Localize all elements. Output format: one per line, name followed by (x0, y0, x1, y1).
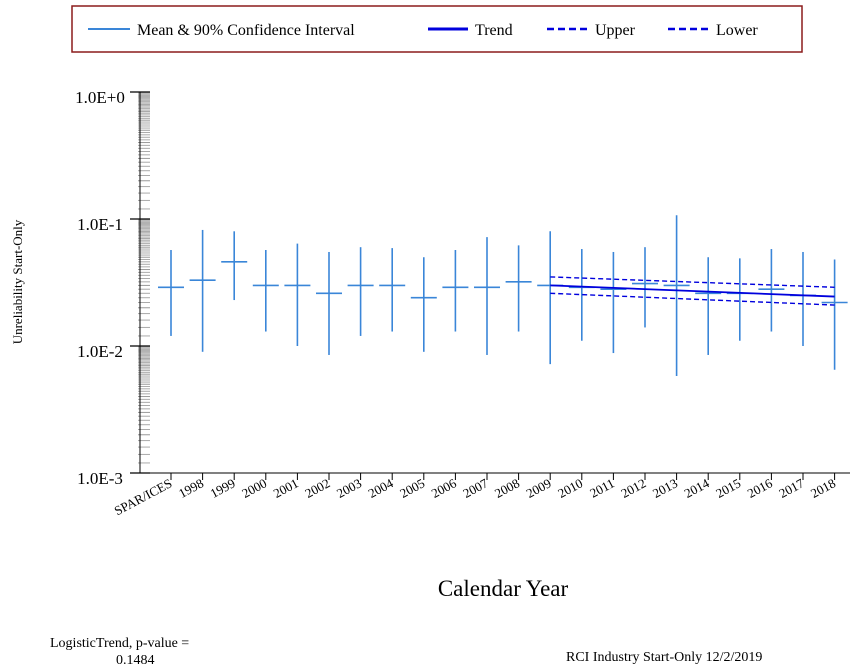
x-category-label: 2013 (650, 475, 680, 500)
p-value: 0.1484 (116, 653, 155, 668)
x-category-label: 2012 (618, 475, 648, 500)
x-category-label: 1999 (208, 475, 238, 500)
x-category-label: 2010 (555, 475, 585, 500)
y-tick-label: 1.0E-1 (77, 215, 123, 234)
x-category-label: 2018 (808, 475, 838, 500)
source-note: RCI Industry Start-Only 12/2/2019 (566, 650, 763, 665)
x-category-label: 2003 (334, 475, 364, 500)
trend-label: LogisticTrend, p-value = (50, 636, 190, 651)
y-axis-label: Unreliability Start-Only (10, 219, 25, 344)
legend-label-mean: Mean & 90% Confidence Interval (137, 22, 355, 39)
x-category-label: 2008 (492, 475, 522, 500)
x-category-label: 2004 (366, 475, 396, 501)
x-category-label: 2015 (713, 475, 743, 500)
y-tick-label: 1.0E-3 (77, 469, 123, 488)
x-category-label: 2011 (587, 475, 617, 500)
upper-line (550, 276, 835, 288)
x-category-label: 2017 (776, 475, 806, 501)
x-category-label: 2006 (429, 475, 459, 501)
x-category-label: 2000 (239, 475, 269, 500)
plot-area (158, 215, 848, 377)
x-axis-label: Calendar Year (438, 576, 569, 601)
x-category-label: 2014 (682, 475, 712, 501)
x-category-labels: SPAR/ICES 1998 1999 2000 2001 2002 2003 2004 200… (112, 475, 838, 518)
x-category-label: 2007 (460, 475, 490, 501)
trend-line (550, 284, 835, 298)
x-category-label: 2005 (397, 475, 427, 500)
legend-label-trend: Trend (475, 22, 513, 39)
x-category-label: 2016 (745, 475, 775, 501)
legend-label-upper: Upper (595, 22, 636, 39)
x-axis-ticks (170, 473, 836, 480)
x-category-label: 2009 (524, 475, 554, 500)
x-category-label: 2001 (271, 475, 301, 500)
y-tick-label: 1.0E+0 (75, 88, 125, 107)
y-tick-label: 1.0E-2 (77, 342, 123, 361)
legend: Mean & 90% Confidence Interval Trend Upp… (71, 5, 803, 53)
x-category-label: 1998 (176, 475, 206, 500)
x-category-label: 2002 (302, 475, 332, 500)
legend-label-lower: Lower (716, 22, 758, 39)
